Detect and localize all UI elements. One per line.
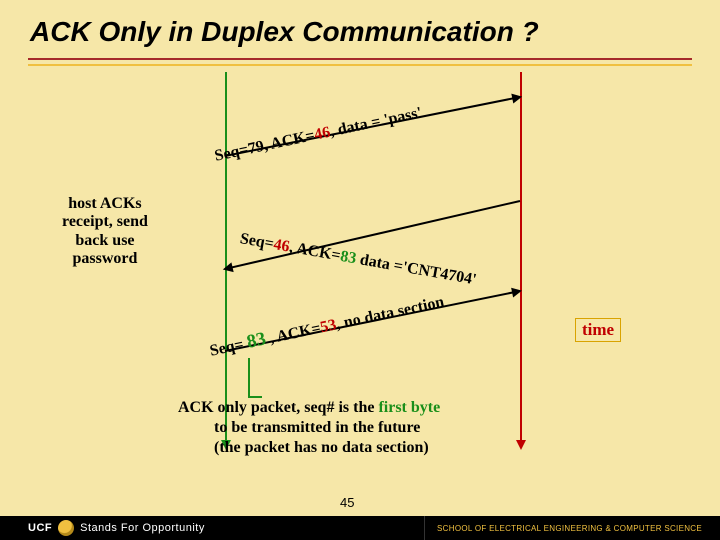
footnote-connector	[248, 358, 262, 398]
host-l1: host ACKs	[68, 195, 141, 212]
footnote-l3: (the packet has no data section)	[178, 439, 429, 456]
footnote-l1b: first byte	[378, 399, 440, 416]
host-l4: password	[73, 250, 138, 267]
brand-tagline: Stands For Opportunity	[80, 522, 205, 534]
msg1-label: Seq=79, ACK=46, data = 'pass'	[213, 104, 424, 166]
rule-primary	[28, 58, 692, 60]
rule-secondary	[28, 64, 692, 66]
brand-ucf: UCF	[28, 522, 52, 534]
host-timeline	[225, 72, 227, 442]
msg3-post: , no data section	[334, 293, 445, 333]
host-l3: back use	[75, 232, 134, 249]
time-label: time	[575, 318, 621, 342]
host-l2: receipt, send	[62, 213, 148, 230]
msg3-label: Seq= 83 , ACK=53, no data section	[208, 291, 446, 362]
host-annotation: host ACKs receipt, send back use passwor…	[62, 195, 148, 269]
footnote: ACK only packet, seq# is the first byte …	[178, 398, 440, 458]
msg2-post: data ='CNT4704'	[355, 251, 478, 289]
msg1-pre: Seq=79, ACK=	[213, 127, 316, 165]
server-timeline	[520, 72, 522, 442]
msg3-pre1: Seq=	[208, 335, 249, 360]
slide-root: ACK Only in Duplex Communication ? Seq=7…	[0, 0, 720, 540]
footer-school: SCHOOL OF ELECTRICAL ENGINEERING & COMPU…	[424, 516, 720, 540]
ucf-logo-icon	[58, 520, 74, 536]
page-number: 45	[340, 495, 354, 510]
footer: UCF Stands For Opportunity SCHOOL OF ELE…	[0, 516, 720, 540]
msg1-post: , data = 'pass'	[328, 104, 423, 140]
footnote-l1a: ACK only packet, seq# is the	[178, 399, 378, 416]
msg2-pre: Seq=	[239, 230, 275, 253]
page-title: ACK Only in Duplex Communication ?	[30, 16, 690, 48]
footer-left: UCF Stands For Opportunity	[0, 520, 424, 536]
msg3-mid: , ACK=	[264, 320, 322, 348]
footnote-l2: to be transmitted in the future	[178, 419, 420, 436]
